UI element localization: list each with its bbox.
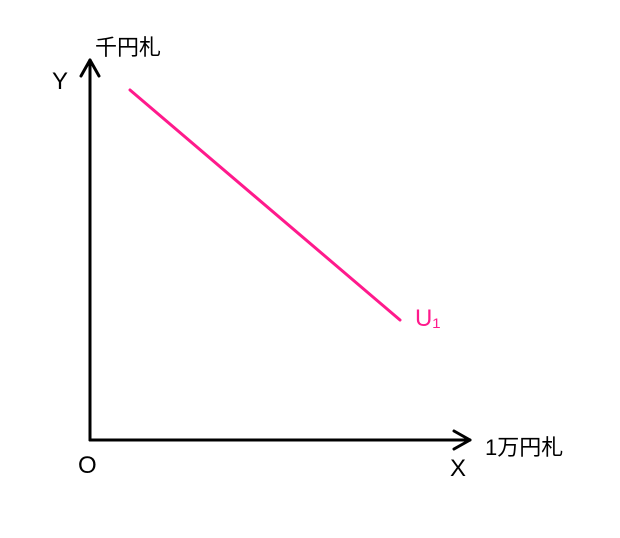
x-axis-title: 1万円札 (485, 430, 563, 462)
y-axis-letter: Y (52, 68, 68, 96)
y-axis-title: 千円札 (95, 30, 161, 62)
x-axis-letter: X (450, 455, 466, 483)
origin-label: O (78, 452, 97, 480)
chart-canvas: Y 千円札 O X 1万円札 U₁ (0, 0, 620, 538)
curve-label: U₁ (415, 305, 440, 333)
